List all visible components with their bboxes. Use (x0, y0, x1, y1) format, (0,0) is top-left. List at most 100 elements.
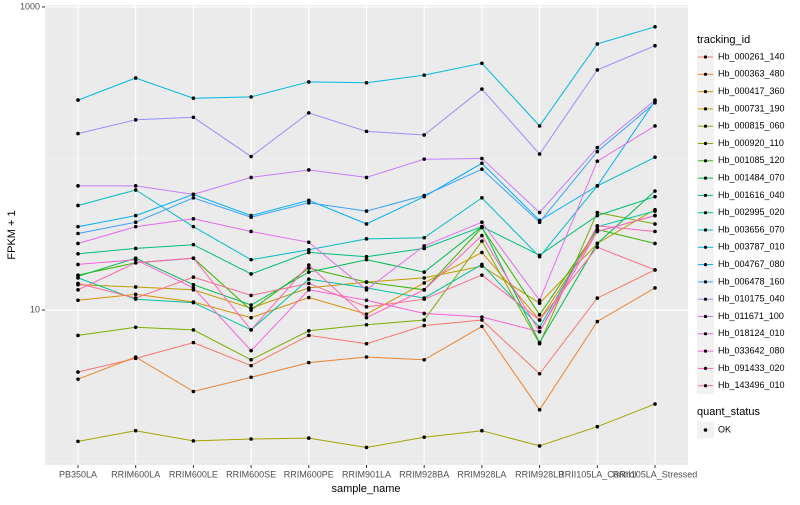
legend-title: quant_status (697, 406, 760, 418)
legend-point (703, 428, 708, 432)
y-tick-label: 10 (30, 304, 40, 314)
data-point (480, 156, 484, 161)
data-point (249, 257, 253, 262)
data-point (422, 435, 427, 439)
legend-label: Hb_000417_360 (718, 86, 785, 96)
data-point (595, 184, 600, 188)
data-point (653, 209, 657, 213)
data-point (537, 124, 542, 128)
data-point (537, 210, 542, 215)
data-point (249, 437, 253, 441)
data-point (191, 328, 196, 332)
data-point (480, 161, 484, 166)
x-tick-label: PB350LA (59, 469, 97, 479)
legend-point (703, 366, 708, 370)
data-point (595, 68, 600, 72)
data-point (76, 262, 80, 267)
data-point (480, 318, 484, 322)
data-point (364, 209, 369, 213)
data-point (364, 315, 369, 320)
data-point (76, 184, 80, 188)
data-point (480, 61, 484, 66)
data-point (537, 254, 542, 259)
data-point (653, 24, 657, 29)
data-point (307, 266, 311, 270)
data-point (653, 43, 657, 48)
data-point (191, 217, 196, 221)
data-point (307, 250, 311, 255)
data-point (595, 149, 600, 154)
x-tick-label: RRIM928LA (457, 469, 506, 479)
legend-point (703, 349, 708, 353)
data-point (307, 80, 311, 84)
data-point (595, 223, 600, 228)
data-point (76, 281, 80, 286)
data-point (191, 300, 196, 305)
data-point (653, 213, 657, 218)
data-point (307, 360, 311, 365)
legend-point (703, 211, 708, 215)
data-point (364, 80, 369, 85)
data-point (133, 355, 138, 359)
data-point (422, 288, 427, 292)
data-point (364, 175, 369, 180)
data-point (76, 241, 80, 246)
data-point (307, 247, 311, 252)
data-point (595, 210, 600, 215)
data-point (76, 252, 80, 256)
legend-title: tracking_id (697, 34, 750, 46)
data-point (537, 444, 542, 448)
data-point (307, 270, 311, 274)
data-point (422, 276, 427, 280)
data-point (191, 282, 196, 287)
legend-point (703, 193, 708, 197)
data-point (364, 355, 369, 359)
data-point (480, 324, 484, 329)
data-point (480, 233, 484, 238)
data-point (76, 231, 80, 236)
data-point (191, 196, 196, 200)
x-tick-label: RRIM600SE (226, 469, 276, 479)
x-tick-label: RRIM928BA (399, 469, 449, 479)
data-point (191, 96, 196, 100)
data-point (537, 318, 542, 322)
data-point (76, 98, 80, 102)
data-point (191, 192, 196, 197)
data-point (133, 184, 138, 188)
y-tick-label: 1000 (20, 1, 40, 11)
data-point (364, 445, 369, 450)
data-point (307, 111, 311, 115)
data-point (249, 303, 253, 307)
data-point (249, 375, 253, 380)
data-point (364, 129, 369, 134)
legend-point (703, 263, 708, 267)
data-point (249, 293, 253, 298)
data-point (537, 301, 542, 305)
data-point (249, 272, 253, 276)
data-point (595, 159, 600, 163)
legend-point (703, 90, 708, 94)
data-point (191, 256, 196, 260)
data-point (480, 315, 484, 319)
data-point (422, 281, 427, 285)
data-point (480, 224, 484, 229)
legend-point (703, 280, 708, 284)
data-point (133, 220, 138, 224)
data-point (249, 363, 253, 368)
data-point (422, 323, 427, 328)
legend-label: Hb_003656_070 (718, 224, 785, 234)
data-point (191, 242, 196, 247)
legend-label: Hb_003787_010 (718, 242, 785, 252)
data-point (76, 131, 80, 136)
data-point (422, 311, 427, 316)
data-point (653, 229, 657, 234)
data-point (364, 280, 369, 284)
data-point (422, 133, 427, 137)
legend-point (703, 314, 708, 319)
data-point (307, 240, 311, 245)
data-point (480, 262, 484, 267)
data-point (191, 439, 196, 443)
data-point (249, 348, 253, 353)
data-point (76, 298, 80, 303)
data-point (653, 241, 657, 246)
